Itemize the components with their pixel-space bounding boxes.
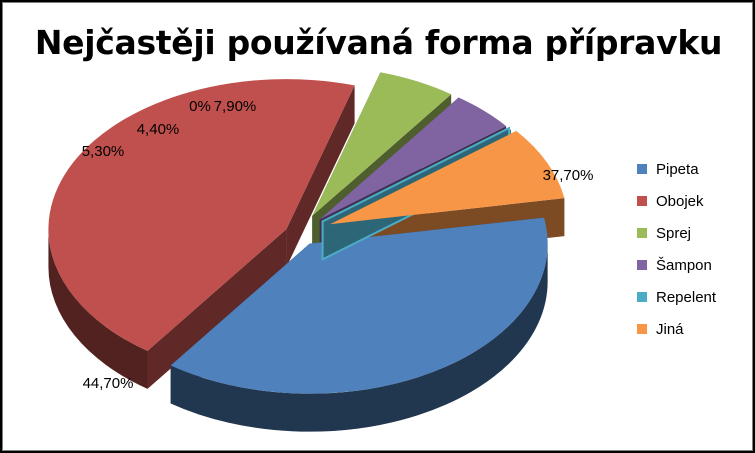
pie-slice-wall-obojek xyxy=(147,229,287,389)
pie-slice-pipeta xyxy=(170,217,548,394)
data-label-obojek: 44,70% xyxy=(83,375,134,392)
legend-item-sprej: Sprej xyxy=(637,217,716,249)
data-label-pipeta: 37,70% xyxy=(543,167,594,184)
legend-label: Obojek xyxy=(656,192,704,210)
pie-slice-šampon xyxy=(319,97,507,220)
pie-slice-sprej xyxy=(312,72,452,217)
legend-item-pipeta: Pipeta xyxy=(637,153,716,185)
legend-item-repelent: Repelent xyxy=(637,281,716,313)
legend-label: Šampon xyxy=(656,256,712,274)
pie-slice-side-pipeta xyxy=(170,243,548,432)
pie-slice-side-obojek xyxy=(48,229,148,389)
legend-label: Jiná xyxy=(656,320,684,338)
data-label-šampon: 4,40% xyxy=(137,121,180,138)
legend-label: Repelent xyxy=(656,288,717,306)
legend-swatch xyxy=(637,196,647,206)
chart-title: Nejčastěji používaná forma přípravku xyxy=(34,23,723,62)
data-label-repelent: 0% xyxy=(189,98,211,115)
legend-swatch xyxy=(637,260,647,270)
data-label-jiná: 7,90% xyxy=(214,98,257,115)
legend-swatch xyxy=(637,324,647,334)
pie-slice-obojek xyxy=(48,79,355,351)
legend: Pipeta Obojek Sprej Šampon Repelent Jiná xyxy=(637,153,716,345)
legend-item-šampon: Šampon xyxy=(637,249,716,281)
pie-chart: 37,70% 44,70% 5,30% 4,40% 0% 7,90% xyxy=(48,72,594,432)
legend-swatch xyxy=(637,164,647,174)
legend-item-jiná: Jiná xyxy=(637,313,716,345)
legend-label: Sprej xyxy=(656,224,692,242)
pie-slice-wall-obojek xyxy=(286,85,355,268)
data-label-sprej: 5,30% xyxy=(82,143,125,160)
legend-swatch xyxy=(637,292,647,302)
legend-label: Pipeta xyxy=(656,160,699,178)
pie-slice-jiná xyxy=(330,130,565,225)
legend-item-obojek: Obojek xyxy=(637,185,716,217)
legend-swatch xyxy=(637,228,647,238)
